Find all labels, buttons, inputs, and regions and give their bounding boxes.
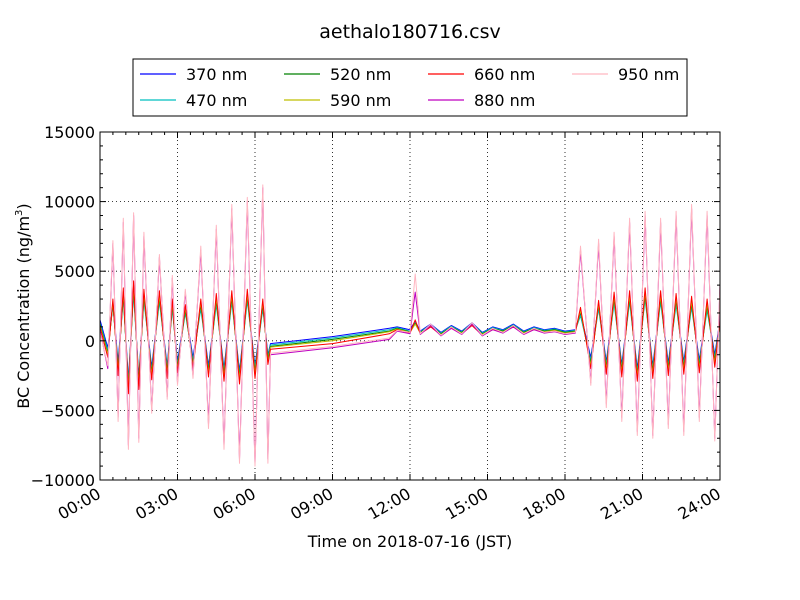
legend-label-1: 370 nm: [186, 65, 247, 84]
y-tick-label: −10000: [31, 471, 95, 490]
y-axis-label-superscript: 3: [14, 210, 25, 216]
legend-label-2: 470 nm: [186, 91, 247, 110]
legend: 370 nm 470 nm 520 nm 590 nm 660 nm 880 nm 950 …: [132, 58, 688, 117]
y-axis-label-close: ): [14, 203, 33, 209]
grid: [100, 132, 720, 480]
legend-label-6: 880 nm: [474, 91, 535, 110]
legend-label-7: 950 nm: [618, 65, 679, 84]
series-lines: [99, 184, 721, 467]
y-tick-label: 10000: [44, 193, 95, 212]
y-axis-label-main: BC Concentration (ng/m: [14, 216, 33, 409]
x-axis-label: Time on 2018-07-16 (JST): [307, 532, 512, 551]
chart-title: aethalo180716.csv: [319, 21, 501, 43]
legend-frame: [132, 58, 688, 117]
y-tick-label: 0: [85, 332, 95, 351]
series-line-5: [99, 280, 721, 395]
legend-label-5: 660 nm: [474, 65, 535, 84]
series-line-7: [99, 184, 721, 467]
y-tick-label: 15000: [44, 123, 95, 142]
y-tick-label: 5000: [54, 262, 95, 281]
legend-label-3: 520 nm: [330, 65, 391, 84]
legend-label-4: 590 nm: [330, 91, 391, 110]
y-tick-label: −5000: [41, 401, 95, 420]
y-axis-label: BC Concentration (ng/m3): [14, 203, 33, 408]
